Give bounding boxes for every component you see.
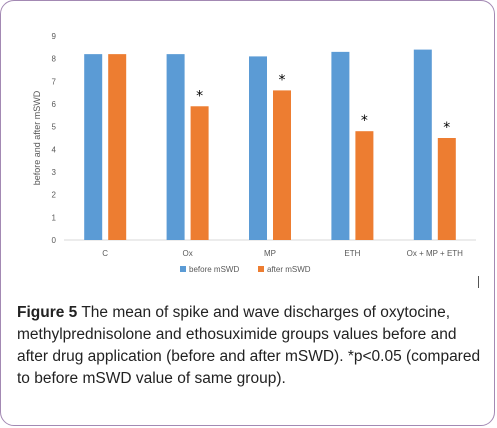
bar-before: [331, 51, 350, 240]
divider-mark: [478, 276, 479, 288]
bar-after: [108, 54, 127, 241]
significance-star: *: [279, 72, 286, 88]
bar-after: [355, 131, 374, 240]
bar-after: [273, 90, 291, 241]
bar-before: [413, 49, 432, 240]
x-tick-label: ETH: [344, 249, 360, 258]
y-tick-label: 6: [52, 100, 57, 109]
x-tick-label: MP: [264, 249, 276, 258]
bar-chart: 0 1 2 3 4 5 6 7 8 9 before and after mSWD C * Ox * MP * E…: [32, 32, 476, 274]
y-tick-label: 7: [52, 77, 57, 86]
y-tick-label: 5: [52, 123, 57, 132]
y-tick-label: 4: [52, 145, 57, 154]
legend-swatch: [258, 266, 264, 272]
y-tick-label: 8: [52, 55, 57, 64]
bar-after: [437, 138, 456, 240]
figure-label: Figure 5: [17, 304, 78, 321]
legend-swatch: [180, 266, 186, 272]
bar-before: [84, 54, 103, 241]
y-tick-label: 9: [52, 32, 57, 41]
bar-before: [166, 54, 185, 241]
caption-text: The mean of spike and wave discharges of…: [17, 304, 481, 387]
x-tick-label: Ox: [182, 249, 192, 258]
bar-before: [249, 56, 267, 241]
figure-caption: Figure 5 The mean of spike and wave disc…: [17, 302, 489, 390]
y-tick-label: 1: [52, 213, 57, 222]
significance-star: *: [443, 120, 450, 136]
y-tick-label: 0: [52, 236, 57, 245]
legend-label: after mSWD: [267, 265, 311, 274]
chart-area: 0 1 2 3 4 5 6 7 8 9 before and after mSWD C * Ox * MP * E…: [2, 2, 489, 284]
y-tick-label: 2: [52, 191, 57, 200]
bar-after: [190, 106, 209, 241]
y-tick-label: 3: [52, 168, 57, 177]
significance-star: *: [361, 113, 368, 129]
legend-label: before mSWD: [189, 265, 239, 274]
x-tick-label: C: [102, 249, 108, 258]
x-tick-label: Ox + MP + ETH: [407, 249, 464, 258]
significance-star: *: [196, 88, 203, 104]
y-axis-title: before and after mSWD: [32, 90, 42, 185]
